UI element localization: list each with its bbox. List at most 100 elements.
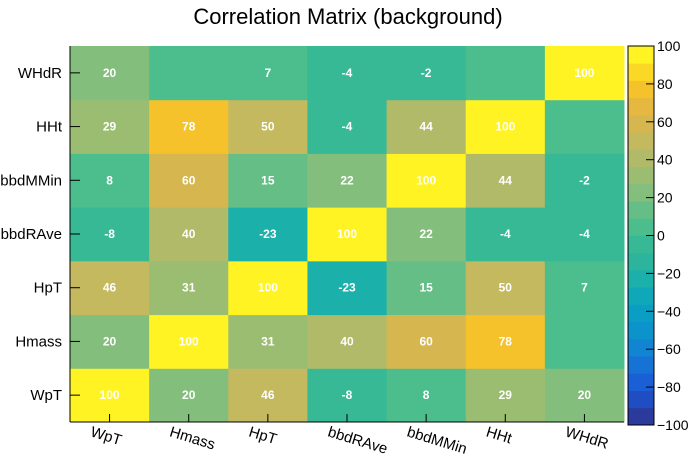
cell-value-label: -23 [338, 281, 356, 295]
cell-value-label: 46 [261, 388, 275, 402]
colorbar-tick-label: 20 [657, 190, 673, 206]
cell-value-label: -8 [104, 227, 115, 241]
heatmap-cell-hpt-hmass [149, 260, 229, 316]
x-label-hmass: Hmass [168, 424, 218, 454]
cell-value-label: 46 [103, 281, 117, 295]
heatmap-cell-whdr-bbdmmin [386, 46, 467, 101]
heatmap-cell-bbdmmin-wpt [70, 153, 150, 208]
heatmap-cell-hmass-bbdrave [307, 314, 388, 369]
cell-value-label: -2 [421, 66, 432, 80]
cell-value-label: 15 [261, 173, 275, 187]
heatmap-cell-hht-hht [465, 99, 546, 154]
heatmap-cell-bbdmmin-hpt [228, 153, 308, 208]
colorbar-tick-label: 80 [657, 76, 673, 92]
colorbar-tick-label: −80 [657, 379, 681, 395]
heatmap-cell-bbdmmin-hmass [149, 153, 229, 208]
heatmap-cell-bbdrave-hht [465, 207, 546, 262]
colorbar-segment [628, 80, 654, 99]
heatmap-cell-hpt-wpt [70, 260, 150, 316]
heatmap-cell-whdr-hht [465, 46, 546, 101]
heatmap-cell-bbdmmin-hht [465, 153, 546, 208]
colorbar-segment [628, 356, 654, 374]
cell-value-label: 100 [416, 173, 436, 187]
colorbar-segment [628, 252, 654, 271]
heatmap-cell-hpt-hpt [228, 260, 308, 316]
cell-value-label: 8 [423, 388, 430, 402]
heatmap-cell-wpt-hmass [149, 368, 229, 423]
cell-value-label: 20 [103, 334, 117, 348]
y-label-hpt: HpT [34, 280, 62, 297]
cell-value-label: 7 [581, 281, 588, 295]
heatmap-cell-whdr-whdr [544, 46, 625, 101]
heatmap-cell-hmass-hpt [228, 314, 308, 369]
colorbar-segment [628, 287, 654, 305]
heatmap-cell-hpt-hht [465, 260, 546, 316]
heatmap-cell-hht-whdr [544, 99, 625, 154]
cell-value-label: 7 [265, 66, 272, 80]
colorbar-segment [628, 63, 654, 81]
cell-value-label: 29 [499, 388, 513, 402]
chart-title: Correlation Matrix (background) [193, 4, 502, 29]
heatmap-cell-bbdrave-hpt [228, 207, 308, 262]
x-axis-labels: WpT Hmass HpT bbdRAve bbdMMin HHt WHdR [88, 424, 610, 458]
heatmap-cell-whdr-bbdrave [307, 46, 388, 101]
cell-value-label: -8 [342, 388, 353, 402]
x-label-hpt: HpT [247, 424, 279, 449]
colorbar-tick-label: −60 [657, 341, 681, 357]
x-label-whdr: WHdR [563, 424, 610, 453]
y-label-hht: HHt [36, 119, 63, 136]
heatmap-cell-wpt-hpt [228, 368, 308, 423]
cell-value-label: 78 [499, 334, 513, 348]
heatmap-cell-hmass-whdr [544, 314, 625, 369]
y-label-whdr: WHdR [18, 65, 62, 82]
colorbar-tick-label: 40 [657, 152, 673, 168]
heatmap-cell-hpt-bbdrave [307, 260, 388, 316]
heatmap-cell-wpt-whdr [544, 368, 625, 423]
colorbar-tick-label: −40 [657, 303, 681, 319]
colorbar-segment [628, 166, 654, 185]
y-label-wpt: WpT [30, 387, 62, 404]
heatmap-cell-bbdmmin-bbdmmin [386, 153, 467, 208]
colorbar-segment [628, 97, 654, 116]
cell-value-label: -4 [500, 227, 511, 241]
cell-value-label: 40 [182, 227, 196, 241]
colorbar-tick-label: 100 [657, 38, 681, 54]
color-scale-bar: 100 80 60 40 20 0 −20 −40 −60 −80 −100 [627, 38, 689, 433]
x-label-hht: HHt [484, 424, 514, 448]
colorbar-segment [628, 132, 654, 150]
cell-value-label: -4 [579, 227, 590, 241]
heatmap-cell-hmass-hht [465, 314, 546, 369]
colorbar-segment [628, 149, 654, 167]
cell-value-label: 100 [337, 227, 357, 241]
heatmap-cell-bbdrave-whdr [544, 207, 625, 262]
cell-value-label: 31 [261, 334, 275, 348]
heatmap-cell-bbdrave-hmass [149, 207, 229, 262]
colorbar-tick-label: −20 [657, 265, 681, 281]
heatmap-cell-hht-hpt [228, 99, 308, 154]
x-label-bbdrave: bbdRAve [326, 424, 390, 458]
heatmap-cell-whdr-hpt [228, 46, 308, 101]
colorbar-tick-label: 0 [657, 228, 665, 244]
cell-value-label: 29 [103, 120, 117, 134]
heatmap-cell-whdr-hmass [149, 46, 229, 101]
colorbar-segment [628, 321, 654, 340]
x-label-wpt: WpT [88, 424, 123, 450]
cell-value-label: 44 [499, 173, 513, 187]
cell-value-label: 100 [574, 66, 594, 80]
cell-value-label: 50 [261, 120, 275, 134]
cell-value-label: -2 [579, 173, 590, 187]
heatmap-cell-wpt-hht [465, 368, 546, 423]
cell-value-label: 20 [578, 388, 592, 402]
heatmap-cell-hht-wpt [70, 99, 150, 154]
cell-value-label: 22 [340, 173, 354, 187]
heatmap-cell-hht-hmass [149, 99, 229, 154]
cell-value-label: 100 [495, 120, 515, 134]
cell-value-label: -4 [342, 120, 353, 134]
heatmap-cell-bbdmmin-bbdrave [307, 153, 388, 208]
cell-value-label: 60 [419, 334, 433, 348]
heatmap-cell-hmass-bbdmmin [386, 314, 467, 369]
heatmap-cell-wpt-wpt [70, 368, 150, 423]
heatmap-cell-hmass-hmass [149, 314, 229, 369]
